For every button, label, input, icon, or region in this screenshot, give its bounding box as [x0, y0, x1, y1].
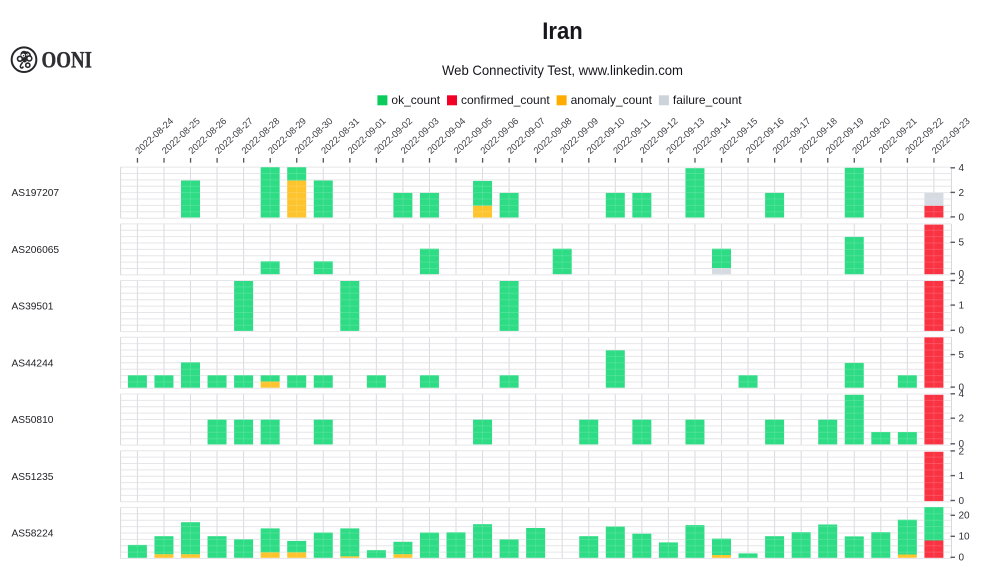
svg-text:5: 5 [959, 350, 965, 361]
svg-text:0: 0 [959, 269, 965, 280]
svg-text:AS58224: AS58224 [12, 529, 54, 540]
svg-text:0: 0 [959, 553, 965, 564]
svg-text:OONI: OONI [42, 47, 93, 72]
svg-text:AS197207: AS197207 [12, 188, 60, 199]
svg-text:1: 1 [959, 471, 965, 482]
svg-text:20: 20 [959, 511, 971, 522]
svg-text:failure_count: failure_count [673, 93, 742, 107]
svg-text:0: 0 [959, 496, 965, 507]
svg-text:4: 4 [959, 389, 965, 400]
svg-text:AS44244: AS44244 [12, 358, 54, 369]
svg-text:Iran: Iran [542, 18, 583, 45]
svg-text:0: 0 [959, 326, 965, 337]
svg-text:Web Connectivity Test, www.lin: Web Connectivity Test, www.linkedin.com [442, 63, 683, 78]
svg-text:0: 0 [959, 439, 965, 450]
svg-text:anomaly_count: anomaly_count [571, 93, 653, 107]
svg-text:AS206065: AS206065 [12, 245, 60, 256]
svg-text:1: 1 [959, 301, 965, 312]
svg-text:2: 2 [959, 446, 965, 457]
svg-text:confirmed_count: confirmed_count [461, 93, 550, 107]
svg-text:10: 10 [959, 532, 971, 543]
svg-text:2: 2 [959, 414, 965, 425]
svg-text:ok_count: ok_count [391, 93, 440, 107]
svg-text:0: 0 [959, 383, 965, 394]
svg-text:5: 5 [959, 238, 965, 249]
svg-text:AS50810: AS50810 [12, 415, 54, 426]
svg-text:AS51235: AS51235 [12, 472, 54, 483]
svg-text:2: 2 [959, 188, 965, 199]
svg-text:4: 4 [959, 163, 965, 174]
svg-text:0: 0 [959, 212, 965, 223]
svg-text:AS39501: AS39501 [12, 302, 54, 313]
svg-text:2: 2 [959, 276, 965, 287]
